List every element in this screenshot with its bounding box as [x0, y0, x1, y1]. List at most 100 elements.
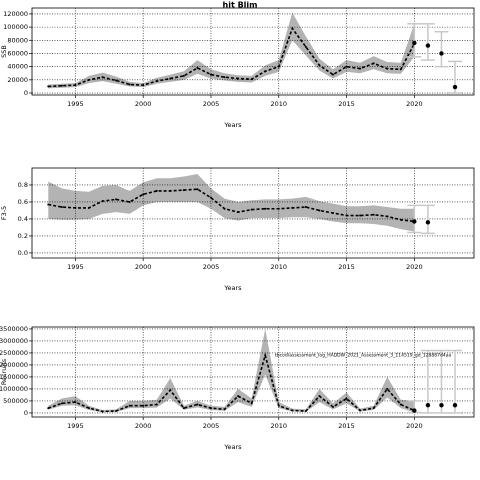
- estimate-point: [155, 189, 158, 192]
- y-axis-label: Recruits: [0, 358, 8, 385]
- y-tick-label: 0.4: [18, 215, 28, 223]
- y-tick-label: 1500000: [0, 373, 28, 381]
- estimate-point: [304, 206, 307, 209]
- y-tick-label: 100000: [3, 23, 28, 31]
- x-axis-label: Years: [223, 121, 242, 129]
- x-tick-label: 2000: [135, 100, 152, 108]
- projection-point: [412, 219, 417, 224]
- x-tick-label: 1995: [67, 263, 84, 271]
- y-tick-label: 120000: [3, 10, 28, 18]
- estimate-point: [345, 397, 348, 400]
- estimate-point: [277, 404, 280, 407]
- estimate-line: [48, 26, 416, 88]
- y-axis-label: F3-5: [0, 206, 8, 220]
- estimate-point: [169, 189, 172, 192]
- y-tick-label: 40000: [7, 63, 28, 71]
- estimate-point: [399, 218, 402, 221]
- estimate-point: [345, 65, 348, 68]
- estimate-point: [47, 203, 50, 206]
- x-tick-label: 2015: [338, 422, 355, 430]
- estimate-point: [318, 64, 321, 67]
- estimate-point: [304, 410, 307, 412]
- estimate-point: [101, 76, 104, 79]
- y-tick-label: 60000: [7, 49, 28, 57]
- estimate-point: [223, 76, 226, 79]
- x-tick-label: 2010: [270, 100, 287, 108]
- plot-frame: [31, 326, 475, 418]
- y-tick-label: 0: [24, 89, 28, 97]
- x-tick-label: 2005: [203, 263, 220, 271]
- estimate-line: [48, 188, 415, 223]
- x-tick-label: 2015: [338, 263, 355, 271]
- confidence-band: [48, 173, 415, 232]
- estimate-point: [47, 407, 50, 410]
- estimate-point: [264, 354, 267, 357]
- estimate-point: [74, 84, 77, 87]
- estimate-point: [115, 198, 118, 201]
- estimate-point: [74, 401, 77, 404]
- estimate-point: [359, 409, 362, 412]
- x-tick-label: 2010: [270, 422, 287, 430]
- y-tick-label: 3500000: [0, 325, 28, 333]
- y-tick-label: 0: [24, 409, 28, 417]
- estimate-point: [115, 79, 118, 82]
- estimate-point: [223, 207, 226, 210]
- projection-point: [439, 51, 444, 56]
- estimate-point: [155, 80, 158, 83]
- x-tick-label: 2020: [406, 100, 423, 108]
- y-tick-label: 0.6: [18, 198, 28, 206]
- estimate-point: [101, 200, 104, 203]
- estimate-point: [345, 214, 348, 217]
- projection-point: [425, 43, 431, 48]
- y-tick-label: 2000000: [0, 361, 28, 369]
- estimate-point: [47, 85, 50, 88]
- estimate-point: [264, 207, 267, 210]
- estimate-point: [182, 74, 185, 77]
- estimate-point: [169, 77, 172, 80]
- estimate-point: [196, 403, 199, 406]
- y-tick-label: 0.8: [18, 181, 28, 189]
- estimate-point: [291, 27, 294, 30]
- projection-point: [452, 403, 458, 408]
- estimate-point: [331, 405, 334, 408]
- x-tick-label: 2000: [135, 263, 152, 271]
- estimate-point: [209, 196, 212, 199]
- estimate-point: [250, 402, 253, 405]
- estimate-point: [142, 193, 145, 196]
- estimate-point: [291, 206, 294, 209]
- estimate-point: [359, 67, 362, 70]
- estimate-point: [277, 65, 280, 68]
- estimate-point: [399, 68, 402, 71]
- estimate-point: [372, 62, 375, 65]
- chart-title: hit Blim: [223, 1, 258, 10]
- estimate-point: [87, 407, 90, 410]
- estimate-point: [250, 208, 253, 211]
- estimate-line: [48, 352, 415, 413]
- estimate-point: [155, 403, 158, 406]
- estimate-point: [209, 407, 212, 410]
- estimate-point: [182, 189, 185, 192]
- estimate-point: [182, 407, 185, 410]
- estimate-point: [128, 200, 131, 203]
- x-tick-label: 2010: [270, 263, 287, 271]
- x-tick-label: 2005: [203, 422, 220, 430]
- x-axis-label: Years: [223, 443, 242, 451]
- estimate-point: [264, 70, 267, 73]
- x-tick-label: 1995: [67, 100, 84, 108]
- estimate-point: [169, 389, 172, 392]
- estimate-point: [372, 213, 375, 216]
- x-tick-label: 2015: [338, 100, 355, 108]
- projection-point: [425, 403, 431, 408]
- estimate-point: [386, 387, 389, 390]
- estimate-point: [223, 408, 226, 411]
- estimate-point: [196, 66, 199, 69]
- estimate-point: [277, 207, 280, 210]
- projection-point: [452, 84, 458, 90]
- annotation: tbcod/assessment_log_HADDW_2021_Assessme…: [275, 353, 451, 359]
- projection-point: [439, 403, 444, 408]
- estimate-point: [386, 215, 389, 218]
- y-axis-label: SSB: [0, 45, 8, 58]
- x-tick-label: 2020: [406, 263, 423, 271]
- estimate-point: [209, 73, 212, 76]
